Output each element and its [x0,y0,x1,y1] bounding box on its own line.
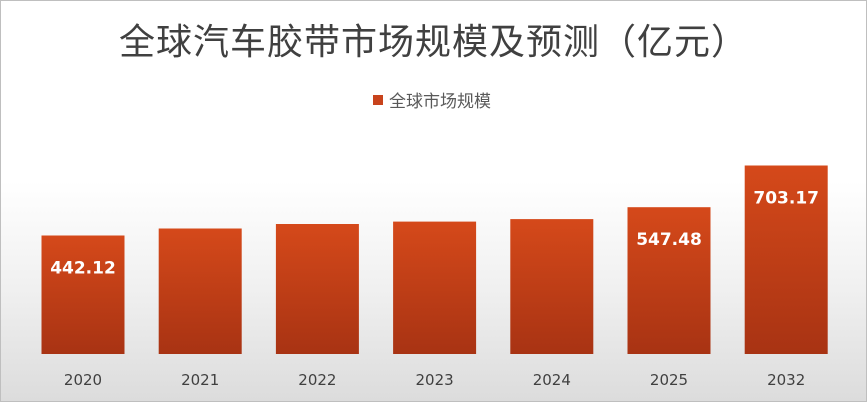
bar-2025 [627,207,711,354]
chart-title: 全球汽车胶带市场规模及预测（亿元） [118,22,748,63]
legend-swatch [373,94,383,105]
bar-2021 [158,228,242,354]
bar-2023 [393,221,477,354]
data-label-2032: 703.17 [753,189,819,209]
x-tick-label-2021: 2021 [181,371,219,389]
x-tick-label-2023: 2023 [416,371,454,389]
x-tick-label-2022: 2022 [298,371,336,389]
bar-2024 [510,219,594,354]
bar-2032 [744,165,828,354]
legend: 全球市场规模 [373,87,491,112]
x-tick-label-2024: 2024 [533,371,571,389]
legend-label: 全球市场规模 [389,92,491,112]
data-label-2025: 547.48 [636,230,702,250]
bar-2020 [41,235,125,354]
x-tick-label-2020: 2020 [64,371,102,389]
data-label-2020: 442.12 [50,259,116,279]
x-tick-label-2025: 2025 [650,371,688,389]
x-tick-label-2032: 2032 [767,371,805,389]
bar-2022 [275,224,359,354]
